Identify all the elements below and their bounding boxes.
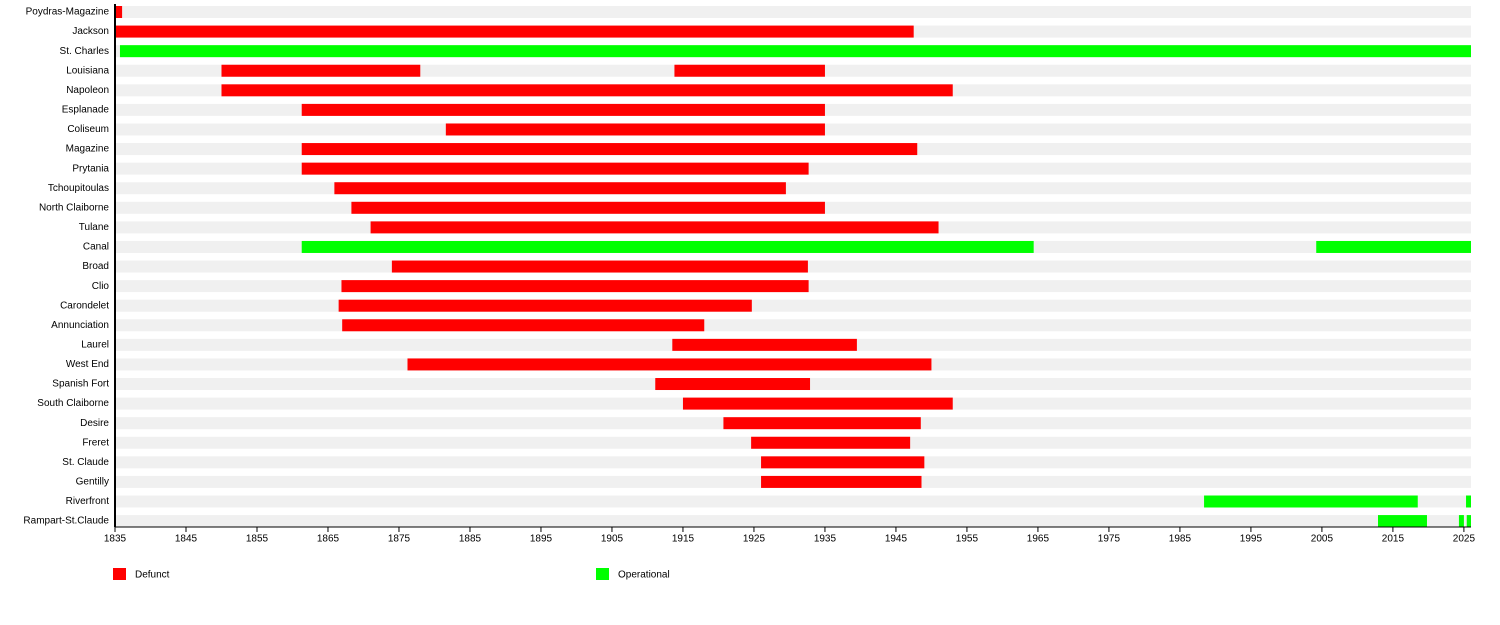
y-tick-label: Broad (82, 261, 109, 272)
y-tick-label: Carondelet (60, 300, 109, 311)
y-tick-label: North Claiborne (39, 202, 109, 213)
bar (1458, 515, 1464, 528)
x-tick-label: 1985 (1169, 534, 1192, 545)
bar (655, 378, 811, 391)
x-tick-label: 1845 (175, 534, 198, 545)
bar (351, 201, 825, 214)
bar (370, 221, 939, 234)
x-tick-label: 1885 (459, 534, 482, 545)
bar (115, 6, 123, 18)
x-tick-label: 1915 (672, 534, 695, 545)
x-tick-label: 1905 (601, 534, 624, 545)
x-tick-label: 1995 (1240, 534, 1263, 545)
bar (761, 475, 922, 488)
bar (301, 162, 809, 175)
y-tick-label: St. Charles (60, 46, 109, 57)
y-tick-label: Laurel (81, 340, 109, 351)
x-tick-label: 1965 (1027, 534, 1050, 545)
bar (1466, 495, 1471, 508)
y-tick-label: Spanish Fort (52, 379, 109, 390)
y-tick-label: St. Claude (62, 457, 109, 468)
bar (674, 64, 825, 77)
bar (672, 338, 857, 351)
legend-label: Operational (618, 570, 670, 581)
y-tick-label: Magazine (66, 144, 110, 155)
row-background (115, 299, 1471, 312)
bar (682, 397, 953, 410)
y-tick-label: Tulane (79, 222, 110, 233)
y-tick-label: Louisiana (66, 65, 109, 76)
x-tick-label: 1895 (530, 534, 553, 545)
y-tick-label: Prytania (72, 163, 109, 174)
y-tick-label: West End (66, 359, 109, 370)
x-tick-label: 1975 (1098, 534, 1121, 545)
bar (761, 456, 925, 469)
x-tick-label: 1855 (246, 534, 269, 545)
legend-swatch (113, 568, 126, 580)
x-tick-label: 1875 (388, 534, 411, 545)
x-tick-label: 1835 (104, 534, 127, 545)
y-tick-label: Rampart-St.Claude (23, 516, 109, 527)
bar (221, 64, 421, 77)
legend-swatch (596, 568, 609, 580)
y-tick-label: Poydras-Magazine (26, 7, 110, 18)
bar (301, 143, 918, 156)
bar (1377, 515, 1427, 528)
row-background (115, 495, 1471, 508)
y-tick-label: Napoleon (66, 85, 109, 96)
bar (391, 260, 808, 273)
bar (751, 436, 911, 449)
y-tick-label: Coliseum (67, 124, 109, 135)
x-tick-label: 1945 (885, 534, 908, 545)
bar (115, 25, 914, 38)
row-background (115, 6, 1471, 18)
bar (407, 358, 932, 371)
y-tick-label: Gentilly (76, 477, 109, 488)
y-tick-label: Desire (80, 418, 109, 429)
bar (1466, 515, 1471, 528)
y-tick-label: Annunciation (51, 320, 109, 331)
bar (342, 319, 705, 332)
x-tick-label: 2015 (1382, 534, 1405, 545)
row-background (115, 515, 1471, 528)
y-tick-label: Riverfront (66, 496, 110, 507)
bar (1316, 240, 1471, 253)
bar (301, 240, 1034, 253)
x-tick-label: 1955 (956, 534, 979, 545)
y-tick-label: Clio (92, 281, 110, 292)
row-background (115, 182, 1471, 195)
x-tick-label: 1865 (317, 534, 340, 545)
bar (341, 280, 809, 293)
y-tick-label: Esplanade (62, 105, 110, 116)
x-tick-label: 2005 (1311, 534, 1334, 545)
y-tick-label: South Claiborne (37, 398, 109, 409)
bar (1204, 495, 1418, 508)
bar (301, 103, 825, 116)
y-tick-label: Freret (82, 437, 109, 448)
row-background (115, 319, 1471, 332)
bar (119, 45, 1472, 58)
legend-label: Defunct (135, 570, 170, 581)
y-tick-label: Canal (83, 242, 109, 253)
y-tick-label: Jackson (72, 26, 109, 37)
bar (338, 299, 752, 312)
bar (221, 84, 953, 97)
bar (334, 182, 786, 195)
bar (445, 123, 825, 136)
x-tick-label: 1925 (743, 534, 766, 545)
y-tick-label: Tchoupitoulas (48, 183, 109, 194)
bar (723, 417, 921, 430)
x-tick-label: 2025 (1453, 534, 1476, 545)
x-tick-label: 1935 (814, 534, 837, 545)
